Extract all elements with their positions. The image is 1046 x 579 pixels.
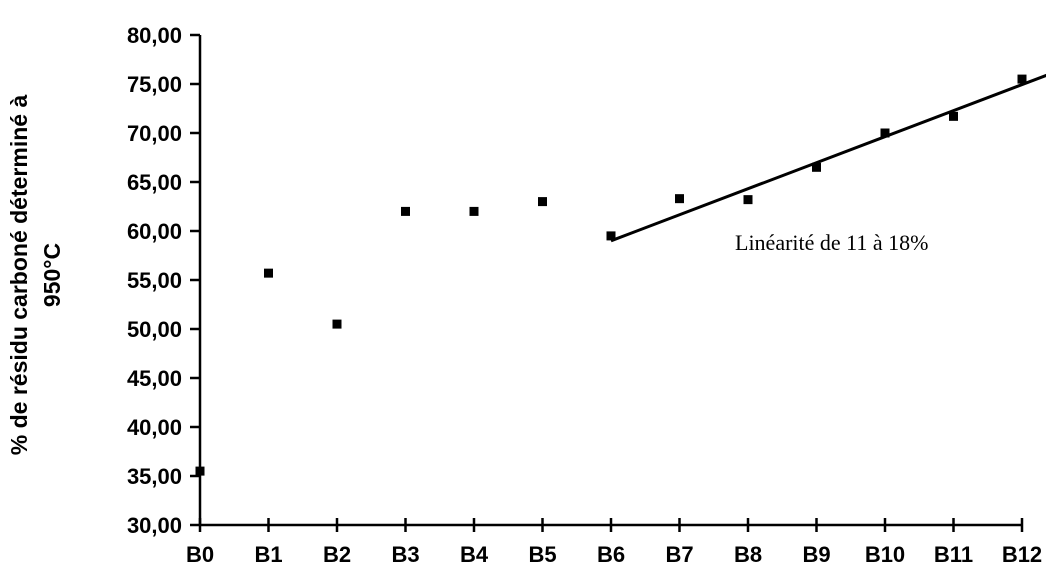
data-point (332, 319, 342, 329)
data-points (195, 74, 1027, 476)
y-tick-label: 30,00 (127, 513, 182, 538)
data-point (812, 162, 821, 172)
x-tick-label: B8 (734, 542, 762, 567)
data-point (606, 231, 616, 241)
data-point (538, 197, 547, 207)
data-point (264, 268, 273, 278)
y-axis-title-line-1: % de résidu carboné déterminé à (6, 95, 32, 456)
y-tick-label: 45,00 (127, 366, 182, 391)
y-tick-label: 60,00 (127, 219, 182, 244)
x-axis: B0 B1 B2 B3 B4 B5 B6 B7 B8 B9 B10 B11 B12 (186, 518, 1042, 567)
x-tick-label: B0 (186, 542, 214, 567)
y-tick-label: 65,00 (127, 170, 182, 195)
data-point (195, 466, 205, 476)
data-point (1017, 74, 1027, 84)
x-tick-label: B12 (1002, 542, 1042, 567)
trendline (610, 73, 1046, 243)
x-tick-label: B2 (323, 542, 351, 567)
y-axis-title: % de résidu carboné déterminé à 950°C (6, 95, 65, 456)
y-tick-label: 80,00 (127, 23, 182, 48)
trendline-group (610, 73, 1046, 243)
x-tick-label: B7 (665, 542, 693, 567)
data-point (675, 194, 684, 204)
data-point (401, 206, 410, 216)
y-tick-label: 55,00 (127, 268, 182, 293)
x-tick-label: B10 (865, 542, 905, 567)
data-point (743, 195, 753, 205)
data-point (880, 128, 890, 138)
y-tick-label: 75,00 (127, 72, 182, 97)
x-tick-label: B5 (528, 542, 556, 567)
x-tick-label: B11 (934, 542, 973, 567)
data-point (949, 111, 958, 121)
y-tick-label: 40,00 (127, 415, 182, 440)
y-tick-label: 70,00 (127, 121, 182, 146)
y-axis-title-line-2: 950°C (39, 243, 65, 307)
x-tick-label: B4 (460, 542, 489, 567)
y-tick-label: 50,00 (127, 317, 182, 342)
y-axis: 30,00 35,00 40,00 45,00 50,00 55,00 60,00 65,00… (127, 23, 202, 538)
x-tick-label: B6 (597, 542, 625, 567)
x-tick-label: B3 (391, 542, 419, 567)
linearity-annotation: Linéarité de 11 à 18% (735, 230, 928, 255)
x-tick-label: B9 (802, 542, 830, 567)
x-tick-label: B1 (254, 542, 282, 567)
data-point (469, 206, 479, 216)
y-tick-label: 35,00 (127, 464, 182, 489)
